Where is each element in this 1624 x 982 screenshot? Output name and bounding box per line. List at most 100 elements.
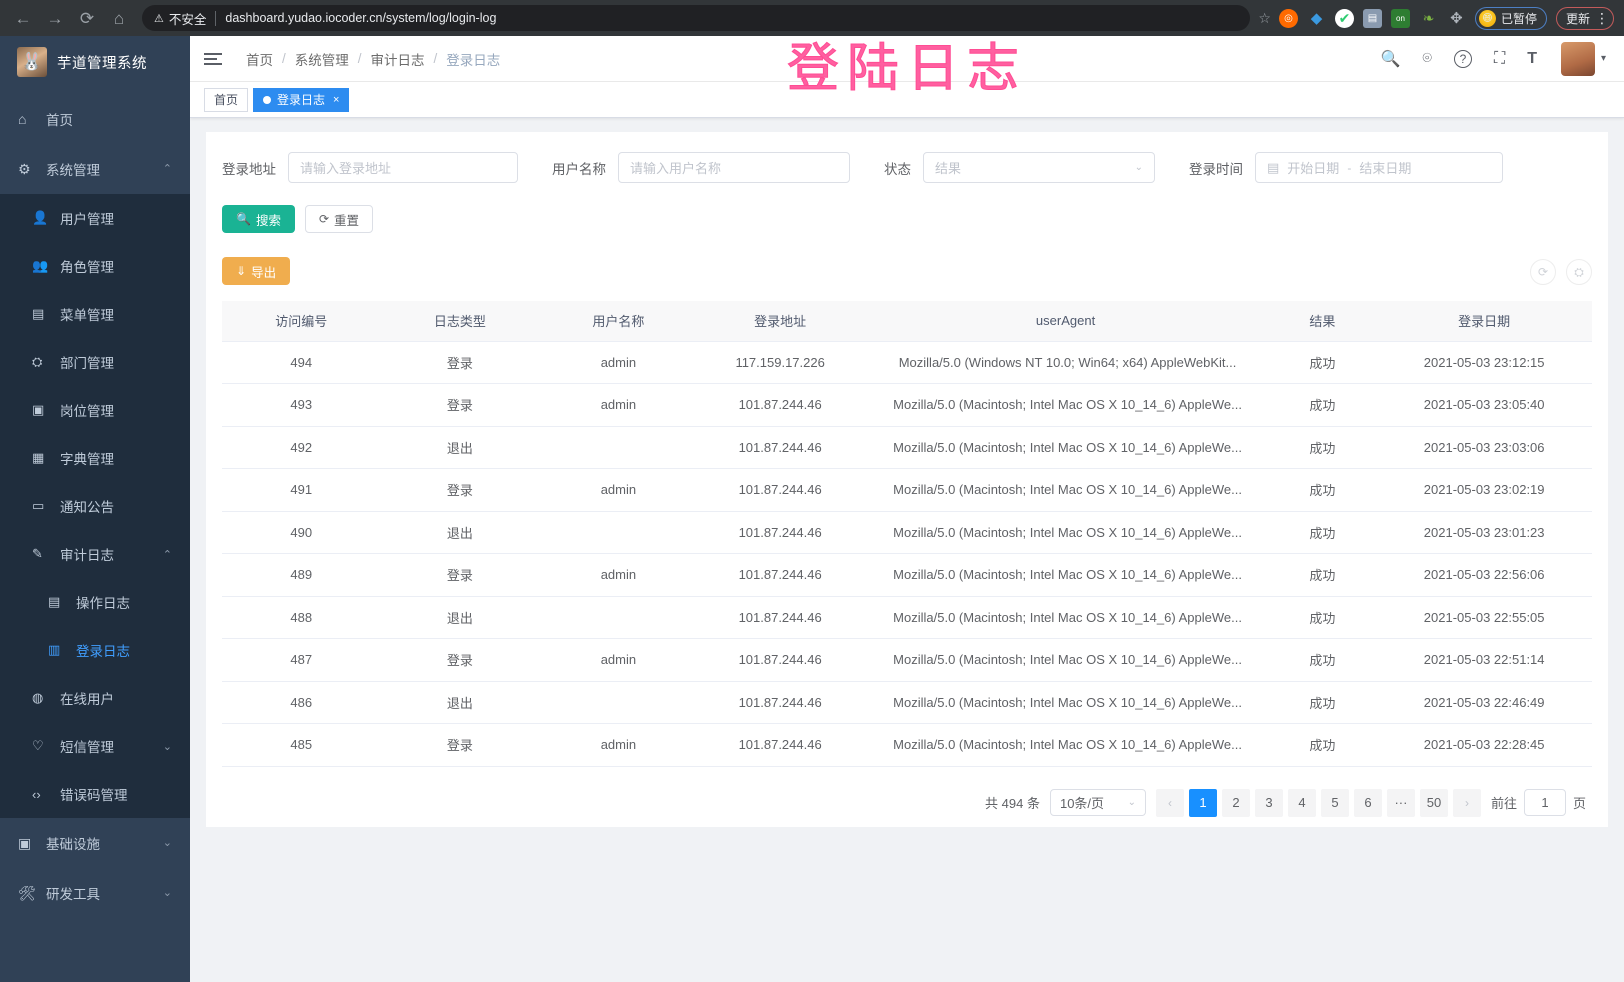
col-login-date[interactable]: 登录日期 [1376, 301, 1592, 342]
bookmark-star-icon[interactable]: ☆ [1258, 9, 1271, 26]
page-button-4[interactable]: 4 [1287, 788, 1316, 817]
table-row[interactable]: 492 退出 101.87.244.46 Mozilla/5.0 (Macint… [222, 426, 1592, 469]
prev-page-button[interactable]: ‹ [1155, 788, 1184, 817]
jump-page-input[interactable]: 1 [1523, 789, 1566, 816]
fullscreen-icon[interactable]: ⛶ [1493, 49, 1506, 67]
paused-pill[interactable]: 😄 已暂停 [1474, 6, 1547, 30]
page-size-select[interactable]: 10条/页 ⌄ [1049, 789, 1146, 816]
address-bar[interactable]: ⚠ 不安全 dashboard.yudao.iocoder.cn/system/… [142, 5, 1251, 31]
table-row[interactable]: 488 退出 101.87.244.46 Mozilla/5.0 (Macint… [222, 596, 1592, 639]
font-size-icon[interactable]: T [1527, 49, 1537, 67]
cell-username: admin [539, 468, 698, 512]
update-label: 更新 [1565, 11, 1590, 26]
sidebar-item-home[interactable]: ⌂ 首页 [0, 94, 190, 144]
page-jumper: 前往 1 页 [1491, 789, 1586, 816]
sidebar-item-sms-manage[interactable]: ♡ 短信管理 ⌄ [0, 722, 190, 770]
sidebar-item-dict-manage[interactable]: ▦ 字典管理 [0, 434, 190, 482]
back-icon[interactable]: ← [14, 8, 32, 28]
tab-login-log[interactable]: 登录日志 × [253, 87, 350, 112]
chevron-down-icon: ⌄ [162, 740, 172, 753]
cell-result: 成功 [1268, 341, 1377, 384]
page-button-5[interactable]: 5 [1320, 788, 1349, 817]
login-time-daterange[interactable]: ▤ 开始日期 - 结束日期 [1255, 152, 1503, 183]
ext-blue-doc-icon[interactable]: ▤ [1362, 8, 1382, 28]
sidebar-item-online-user[interactable]: ◍ 在线用户 [0, 674, 190, 722]
close-icon[interactable]: × [333, 93, 340, 106]
tree-icon: ⛭ [32, 354, 43, 369]
kebab-icon[interactable]: ⋮ [1595, 10, 1609, 26]
table-row[interactable]: 489 登录 admin 101.87.244.46 Mozilla/5.0 (… [222, 553, 1592, 597]
col-username[interactable]: 用户名称 [539, 301, 698, 342]
sidebar-item-post-manage[interactable]: ▣ 岗位管理 [0, 386, 190, 434]
github-icon[interactable]: ⌾ [1422, 49, 1432, 67]
ext-orange-o-icon[interactable]: ◎ [1278, 8, 1298, 28]
breadcrumb-item-audit-log[interactable]: 审计日志 [370, 52, 425, 68]
status-select[interactable]: 结果 ⌄ [923, 152, 1155, 183]
table-row[interactable]: 487 登录 admin 101.87.244.46 Mozilla/5.0 (… [222, 638, 1592, 682]
breadcrumb-item-system[interactable]: 系统管理 [294, 52, 349, 68]
sidebar-item-user-manage[interactable]: 👤 用户管理 [0, 194, 190, 242]
sidebar-item-infra[interactable]: ▣ 基础设施 ⌄ [0, 818, 190, 868]
table-row[interactable]: 494 登录 admin 117.159.17.226 Mozilla/5.0 … [222, 341, 1592, 384]
page-button-6[interactable]: 6 [1353, 788, 1382, 817]
forward-icon[interactable]: → [46, 8, 64, 28]
sidebar-item-audit-log[interactable]: ✎ 审计日志 ⌃ [0, 530, 190, 578]
table-row[interactable]: 485 登录 admin 101.87.244.46 Mozilla/5.0 (… [222, 723, 1592, 767]
ext-blue-diamond-icon[interactable]: ◆ [1310, 10, 1323, 27]
gear-icon: ⚙ [18, 160, 31, 177]
page-ellipsis[interactable]: ··· [1386, 788, 1415, 817]
tab-home[interactable]: 首页 [204, 87, 249, 112]
page-button-50[interactable]: 50 [1419, 788, 1448, 817]
table-row[interactable]: 493 登录 admin 101.87.244.46 Mozilla/5.0 (… [222, 383, 1592, 427]
refresh-icon[interactable]: ⟳ [1530, 259, 1556, 285]
sidebar-item-role-manage[interactable]: 👥 角色管理 [0, 242, 190, 290]
user-menu[interactable]: ▾ [1560, 41, 1606, 76]
form-actions: 🔍 搜索 ⟳ 重置 [222, 205, 1592, 233]
login-address-input[interactable]: 请输入登录地址 [288, 152, 518, 183]
sidebar-item-errorcode-manage[interactable]: ‹› 错误码管理 [0, 770, 190, 818]
col-user-agent[interactable]: userAgent [862, 301, 1269, 342]
page-button-3[interactable]: 3 [1254, 788, 1283, 817]
col-log-type[interactable]: 日志类型 [380, 301, 540, 342]
home-icon[interactable]: ⌂ [113, 8, 125, 28]
help-icon[interactable]: ? [1453, 49, 1472, 68]
ext-green-leaf-icon[interactable]: ❧ [1422, 9, 1435, 26]
sidebar-item-dev-tools[interactable]: 🛠 研发工具 ⌄ [0, 868, 190, 918]
sidebar-item-dept-manage[interactable]: ⛭ 部门管理 [0, 338, 190, 386]
reset-button[interactable]: ⟳ 重置 [304, 205, 374, 233]
page-button-2[interactable]: 2 [1221, 788, 1250, 817]
sidebar-item-menu-manage[interactable]: ▤ 菜单管理 [0, 290, 190, 338]
search-button[interactable]: 🔍 搜索 [222, 205, 295, 233]
cell-result: 成功 [1268, 383, 1377, 427]
search-icon[interactable]: 🔍 [1380, 50, 1401, 68]
next-page-button[interactable]: › [1452, 788, 1481, 817]
sidebar-item-notice[interactable]: ▭ 通知公告 [0, 482, 190, 530]
username-input[interactable]: 请输入用户名称 [618, 152, 850, 183]
sidebar-item-login-log[interactable]: ▥ 登录日志 [0, 626, 190, 674]
page-button-1[interactable]: 1 [1188, 788, 1217, 817]
sidebar-toggle-icon[interactable] [204, 52, 224, 65]
cell-login-address: 101.87.244.46 [697, 511, 863, 554]
cell-result: 成功 [1268, 681, 1377, 724]
col-login-address[interactable]: 登录地址 [697, 301, 863, 342]
col-access-id[interactable]: 访问编号 [222, 301, 381, 342]
table-row[interactable]: 491 登录 admin 101.87.244.46 Mozilla/5.0 (… [222, 468, 1592, 512]
update-pill[interactable]: 更新 ⋮ [1555, 6, 1614, 30]
table-row[interactable]: 486 退出 101.87.244.46 Mozilla/5.0 (Macint… [222, 681, 1592, 724]
reload-icon[interactable]: ⟳ [79, 8, 95, 28]
sidebar-logo[interactable]: 芋道管理系统 [0, 36, 190, 88]
table-row[interactable]: 490 退出 101.87.244.46 Mozilla/5.0 (Macint… [222, 511, 1592, 554]
ext-puzzle-icon[interactable]: ✥ [1450, 10, 1463, 27]
field-login-address: 登录地址 请输入登录地址 [222, 152, 518, 183]
col-result[interactable]: 结果 [1268, 301, 1377, 342]
breadcrumb-item-home[interactable]: 首页 [246, 52, 273, 68]
ext-on-badge-icon[interactable]: on [1390, 8, 1410, 28]
columns-icon[interactable]: ⛭ [1566, 259, 1592, 285]
cell-login-address: 117.159.17.226 [697, 341, 863, 384]
ext-green-check-icon[interactable]: ✔ [1334, 8, 1354, 28]
cell-access-id: 492 [222, 426, 381, 469]
sidebar-item-operate-log[interactable]: ▤ 操作日志 [0, 578, 190, 626]
login-time-label: 登录时间 [1189, 161, 1243, 177]
export-button[interactable]: ⇓ 导出 [222, 257, 291, 285]
sidebar-item-system[interactable]: ⚙ 系统管理 ⌃ [0, 144, 190, 194]
